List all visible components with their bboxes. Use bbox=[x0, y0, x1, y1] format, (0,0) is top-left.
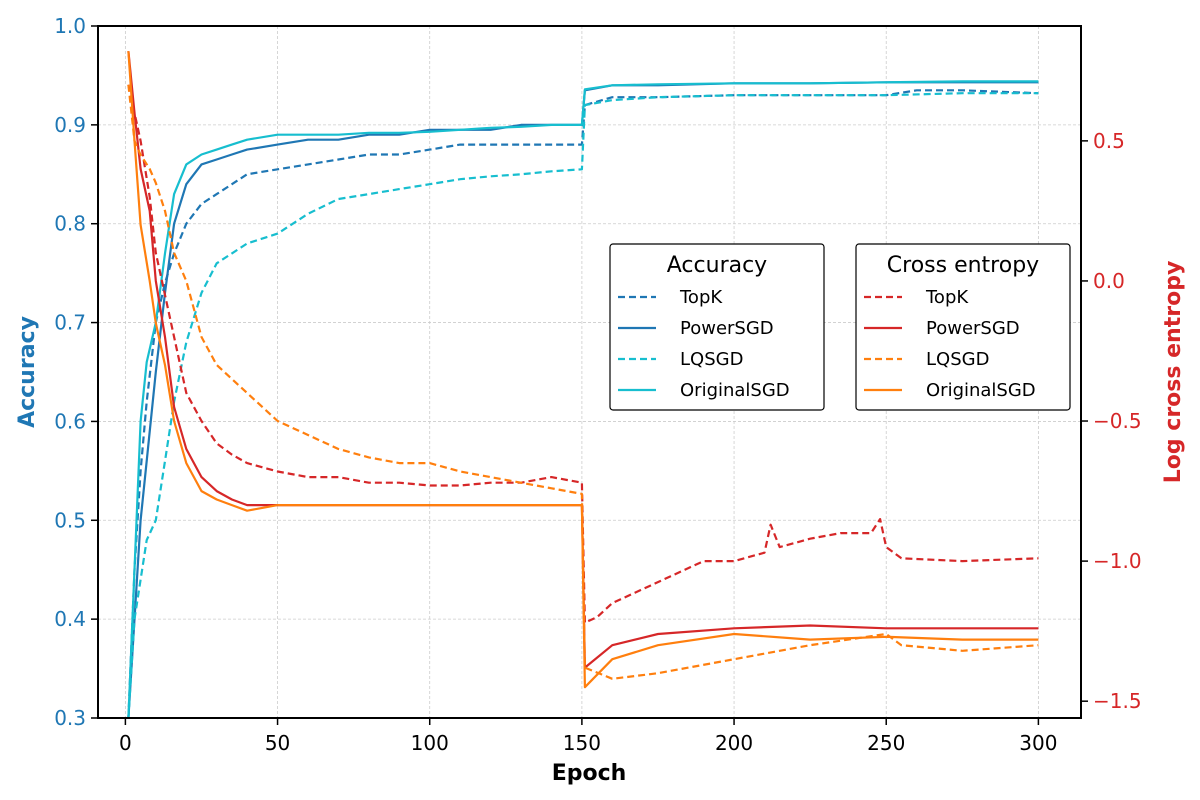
y-left-tick-label: 1.0 bbox=[54, 14, 86, 38]
x-tick-label: 100 bbox=[411, 731, 449, 755]
x-tick-label: 50 bbox=[265, 731, 290, 755]
legend-cross-entropy-box bbox=[855, 243, 1071, 411]
y-left-tick-label: 0.4 bbox=[54, 607, 86, 631]
legend-label-lqsgd: LQSGD bbox=[926, 349, 989, 370]
y-right-tick-label: −1.0 bbox=[1093, 549, 1142, 573]
legend-label-powersgd: PowerSGD bbox=[926, 318, 1020, 339]
y-right-axis-title: Log cross entropy bbox=[1161, 261, 1186, 484]
y-right-axis-ticks: 0.5 0.0 −0.5 −1.0 −1.5 bbox=[1081, 129, 1142, 713]
axes-frame bbox=[97, 25, 1082, 719]
x-axis-title: Epoch bbox=[552, 761, 627, 786]
legend-cross-entropy: Cross entropy TopK PowerSGD LQSGD OriginalS… bbox=[855, 243, 1071, 411]
legend-label-topk: TopK bbox=[925, 287, 969, 308]
legend-cross-entropy-title: Cross entropy bbox=[887, 253, 1039, 278]
y-right-tick-label: −0.5 bbox=[1093, 409, 1142, 433]
x-tick-label: 200 bbox=[715, 731, 753, 755]
legend-accuracy-box bbox=[609, 243, 825, 411]
cross-entropy-lines bbox=[127, 51, 1039, 689]
legend-accuracy: Accuracy TopK PowerSGD LQSGD OriginalSGD bbox=[609, 243, 825, 411]
y-left-tick-label: 0.5 bbox=[54, 508, 86, 532]
legend-label-lqsgd: LQSGD bbox=[680, 349, 743, 370]
plot-area bbox=[127, 51, 1039, 718]
y-left-tick-label: 0.8 bbox=[54, 212, 86, 236]
legend-label-originalsgd: OriginalSGD bbox=[680, 380, 790, 401]
y-left-tick-label: 0.9 bbox=[54, 113, 86, 137]
legend-accuracy-title: Accuracy bbox=[667, 253, 767, 278]
y-left-axis-ticks: 0.3 0.4 0.5 0.6 0.7 0.8 0.9 1.0 bbox=[54, 14, 98, 730]
y-right-tick-label: 0.5 bbox=[1093, 129, 1125, 153]
y-right-tick-label: 0.0 bbox=[1093, 269, 1125, 293]
x-axis-ticks: 0 50 100 150 200 250 300 bbox=[119, 718, 1057, 755]
y-left-axis-title: Accuracy bbox=[15, 316, 40, 428]
y-left-tick-label: 0.7 bbox=[54, 311, 86, 335]
accuracy-line-originalsgd bbox=[127, 80, 1039, 718]
cross-entropy-line-originalsgd bbox=[127, 51, 1039, 689]
x-tick-label: 250 bbox=[867, 731, 905, 755]
x-tick-label: 0 bbox=[119, 731, 132, 755]
x-tick-label: 300 bbox=[1019, 731, 1057, 755]
plot-frame bbox=[97, 25, 1082, 719]
legend-label-originalsgd: OriginalSGD bbox=[926, 380, 1036, 401]
x-tick-label: 150 bbox=[563, 731, 601, 755]
y-left-tick-label: 0.3 bbox=[54, 706, 86, 730]
y-right-tick-label: −1.5 bbox=[1093, 689, 1142, 713]
legend-label-powersgd: PowerSGD bbox=[680, 318, 774, 339]
legend-label-topk: TopK bbox=[679, 287, 723, 308]
y-left-tick-label: 0.6 bbox=[54, 409, 86, 433]
